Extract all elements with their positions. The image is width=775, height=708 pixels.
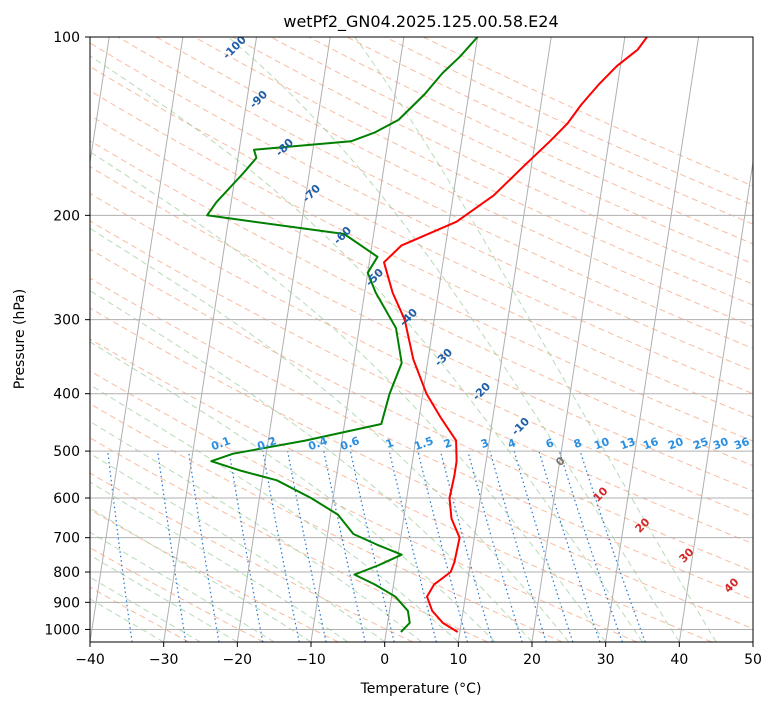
temperature-profile-line <box>383 37 648 633</box>
x-tick-label: 0 <box>380 652 389 668</box>
moist-adiabat <box>90 290 533 642</box>
mixing-ratio-line <box>228 450 264 642</box>
y-tick-label: 100 <box>53 30 80 46</box>
dry-adiabat <box>90 166 753 492</box>
dry-adiabat <box>90 277 753 601</box>
dry-adiabat <box>90 307 753 630</box>
y-tick-label: 700 <box>53 531 80 547</box>
mixing-ratio-label: 6 <box>544 436 556 451</box>
moist-adiabat <box>90 531 275 642</box>
grid-lines <box>90 37 753 642</box>
mixing-ratio-label: 13 <box>618 435 637 452</box>
y-tick-label: 600 <box>53 491 80 507</box>
moist-adiabat <box>227 37 680 642</box>
dewpoint-profile-line <box>206 37 479 633</box>
x-tick-label: 20 <box>523 652 541 668</box>
mixing-ratio-label: 3 <box>479 436 491 451</box>
isotherm-line <box>163 37 258 642</box>
chart-title: wetPf2_GN04.2025.125.00.58.E24 <box>283 12 558 32</box>
moist-adiabat <box>90 481 349 642</box>
mixing-ratio-line <box>467 450 523 642</box>
mixing-ratio-label: 4 <box>506 436 518 451</box>
mixing-ratio-label: 20 <box>666 435 685 453</box>
isotherm-line <box>90 37 184 642</box>
isotherm-line <box>457 37 552 642</box>
x-tick-label: −40 <box>75 652 105 668</box>
dry-adiabat <box>90 220 753 545</box>
y-tick-label: 1000 <box>44 622 80 638</box>
dry-adiabat <box>90 509 339 642</box>
x-tick-label: 40 <box>670 652 688 668</box>
dry-adiabat <box>90 140 753 467</box>
dry-adiabat <box>117 37 753 349</box>
x-axis: −40 −30 −20 −10 0 10 20 30 40 50 <box>75 642 762 668</box>
mixing-ratio-line <box>538 450 601 642</box>
mixing-ratio-label: 1 <box>384 436 396 451</box>
x-tick-label: 10 <box>449 652 467 668</box>
moist-adiabat <box>90 420 422 642</box>
mixing-ratio-label: 2 <box>442 436 454 451</box>
series-lines <box>206 37 648 633</box>
dry-adiabat <box>90 114 753 442</box>
isotherm-line <box>678 158 753 642</box>
dry-adiabat <box>90 42 753 372</box>
mixing-ratio-label: 30 <box>711 435 730 453</box>
isotherm-line <box>384 37 479 642</box>
plot-frame <box>89 36 754 643</box>
x-tick-label: −30 <box>149 652 179 668</box>
y-tick-label: 900 <box>53 595 80 611</box>
mixing-ratio-label: 36 <box>732 435 751 453</box>
mixing-ratio-label: 0.2 <box>255 434 278 453</box>
mixing-ratio-line <box>513 450 574 642</box>
isotherm-line <box>531 37 626 642</box>
moist-adiabat <box>90 151 607 642</box>
dry-adiabat <box>194 37 753 306</box>
dry-adiabat <box>90 370 638 642</box>
y-axis: 100 200 300 400 500 600 700 800 900 1000 <box>44 30 90 638</box>
mixing-ratio-label: 0.1 <box>209 434 232 453</box>
mixing-ratio-label: 25 <box>691 435 710 452</box>
moist-adiabat <box>90 554 238 642</box>
y-tick-label: 800 <box>53 565 80 581</box>
y-tick-label: 200 <box>53 208 80 224</box>
mixing-ratio-label: 0.6 <box>338 434 361 453</box>
x-tick-label: 50 <box>744 652 762 668</box>
mixing-ratio-line <box>489 450 547 642</box>
mixing-ratio-line <box>187 451 220 642</box>
isotherm-line <box>90 37 110 166</box>
x-tick-label: −20 <box>223 652 253 668</box>
x-tick-label: 30 <box>597 652 615 668</box>
x-axis-title: Temperature (°C) <box>360 681 482 697</box>
mixing-ratio-label: 10 <box>592 435 611 453</box>
isotherm-line <box>236 37 331 642</box>
moist-adiabat <box>90 453 385 642</box>
dry-adiabat <box>90 547 264 642</box>
mixing-ratio-line <box>157 451 187 642</box>
isotherm-line <box>310 37 405 642</box>
y-tick-label: 400 <box>53 387 80 403</box>
moist-adiabat <box>90 384 459 642</box>
moist-adiabat <box>90 227 570 642</box>
y-tick-label: 500 <box>53 444 80 460</box>
x-tick-label: −10 <box>296 652 326 668</box>
mixing-ratio-label: 0.4 <box>306 434 329 453</box>
dry-adiabat <box>90 192 753 518</box>
mixing-ratio-label: 16 <box>641 435 660 453</box>
mixing-ratio-label: 8 <box>572 436 584 451</box>
dry-adiabat <box>232 37 753 285</box>
moist-adiabat <box>90 507 312 642</box>
mixing-ratio-label: 1.5 <box>412 434 435 453</box>
dry-adiabat <box>90 403 563 642</box>
y-tick-label: 300 <box>53 313 80 329</box>
isotherm-line <box>605 37 700 642</box>
y-axis-title: Pressure (hPa) <box>12 289 28 389</box>
